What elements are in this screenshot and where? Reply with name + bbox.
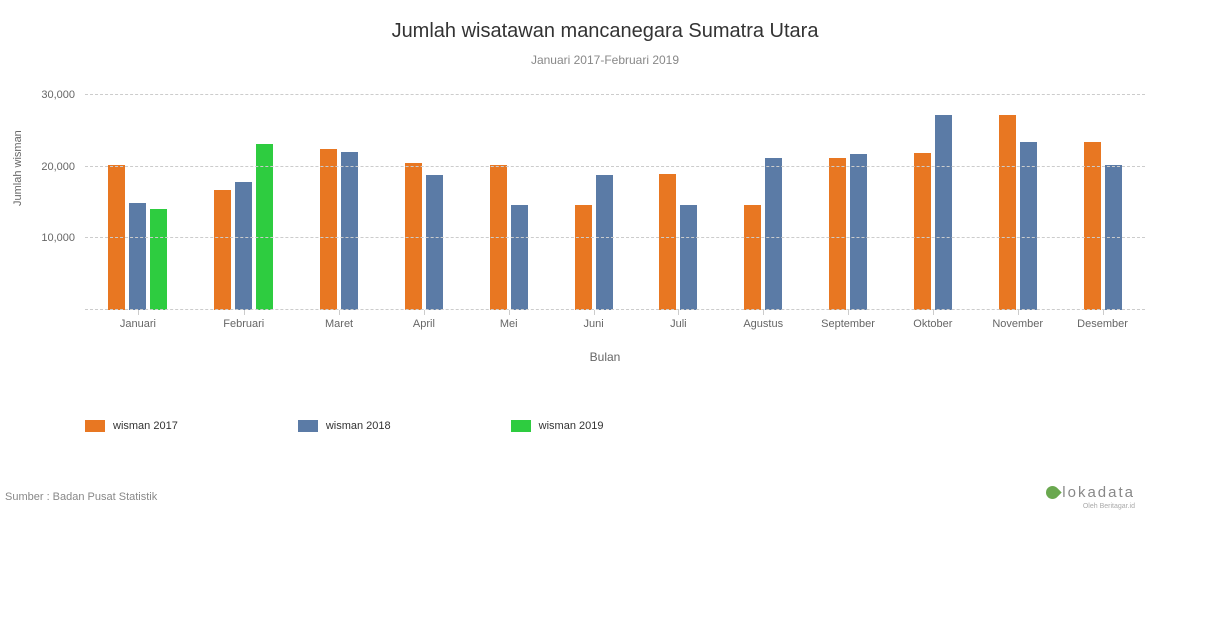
bar	[999, 115, 1016, 310]
bar	[935, 115, 952, 310]
bar	[235, 182, 252, 310]
tick-mark	[1018, 310, 1019, 315]
bar	[659, 174, 676, 310]
x-axis-title: Bulan	[590, 350, 621, 364]
logo: lokadata Oleh Beritagar.id	[1046, 484, 1135, 510]
legend-swatch	[298, 420, 318, 432]
tick-mark	[424, 310, 425, 315]
bar	[575, 205, 592, 310]
tick-mark	[244, 310, 245, 315]
bar	[914, 153, 931, 310]
x-tick-label: Maret	[325, 318, 353, 330]
month-group: Januari	[108, 95, 167, 310]
legend-item: wisman 2018	[298, 420, 391, 432]
bar	[426, 175, 443, 310]
legend-label: wisman 2019	[539, 420, 604, 432]
bar	[511, 205, 528, 310]
tick-mark	[1103, 310, 1104, 315]
grid-line	[85, 237, 1145, 238]
bar	[341, 152, 358, 310]
logo-text: lokadata	[1062, 484, 1135, 501]
month-group: Februari	[214, 95, 273, 310]
month-group: September	[829, 95, 867, 310]
grid-line	[85, 94, 1145, 95]
legend-swatch	[85, 420, 105, 432]
bars-container: Januari Februari Maret April Mei Juni Juli Agus…	[85, 95, 1145, 310]
bar	[680, 205, 697, 310]
legend-label: wisman 2018	[326, 420, 391, 432]
month-group: Mei	[490, 95, 528, 310]
bar	[129, 203, 146, 311]
month-group: Juni	[575, 95, 613, 310]
x-tick-label: November	[992, 318, 1043, 330]
chart-title: Jumlah wisatawan mancanegara Sumatra Uta…	[0, 0, 1210, 43]
x-tick-label: Mei	[500, 318, 518, 330]
tick-mark	[594, 310, 595, 315]
leaf-icon	[1044, 483, 1062, 501]
month-group: Agustus	[744, 95, 782, 310]
chart-subtitle: Januari 2017-Februari 2019	[0, 53, 1210, 67]
bar	[1084, 142, 1101, 310]
x-tick-label: Juni	[583, 318, 603, 330]
tick-mark	[138, 310, 139, 315]
y-axis-title: Jumlah wisman	[12, 130, 24, 206]
y-tick-label: 20,000	[41, 161, 75, 173]
tick-mark	[933, 310, 934, 315]
source-text: Sumber : Badan Pusat Statistik	[5, 491, 157, 503]
tick-mark	[763, 310, 764, 315]
tick-mark	[339, 310, 340, 315]
month-group: Oktober	[914, 95, 952, 310]
legend-label: wisman 2017	[113, 420, 178, 432]
bar	[765, 158, 782, 310]
logo-subtext: Oleh Beritagar.id	[1083, 503, 1135, 510]
tick-mark	[678, 310, 679, 315]
month-group: Maret	[320, 95, 358, 310]
x-tick-label: Desember	[1077, 318, 1128, 330]
x-tick-label: Oktober	[913, 318, 952, 330]
x-tick-label: Agustus	[743, 318, 783, 330]
legend-swatch	[511, 420, 531, 432]
bar	[744, 205, 761, 310]
legend-item: wisman 2017	[85, 420, 178, 432]
x-tick-label: Februari	[223, 318, 264, 330]
tick-mark	[848, 310, 849, 315]
legend-item: wisman 2019	[511, 420, 604, 432]
bar	[596, 175, 613, 310]
x-tick-label: Juli	[670, 318, 687, 330]
bar	[829, 158, 846, 310]
bar	[214, 190, 231, 310]
month-group: Juli	[659, 95, 697, 310]
grid-line	[85, 309, 1145, 310]
grid-line	[85, 166, 1145, 167]
month-group: November	[999, 95, 1037, 310]
month-group: Desember	[1084, 95, 1122, 310]
y-tick-label: 10,000	[41, 232, 75, 244]
bar	[320, 149, 337, 310]
bar	[256, 144, 273, 310]
x-tick-label: April	[413, 318, 435, 330]
x-tick-label: September	[821, 318, 875, 330]
bar	[850, 154, 867, 310]
bar	[150, 209, 167, 310]
legend: wisman 2017 wisman 2018 wisman 2019	[85, 420, 603, 432]
y-tick-label: 30,000	[41, 89, 75, 101]
tick-mark	[509, 310, 510, 315]
logo-main: lokadata	[1046, 484, 1135, 501]
bar	[1020, 142, 1037, 310]
month-group: April	[405, 95, 443, 310]
chart-plot-area: Januari Februari Maret April Mei Juni Juli Agus…	[85, 95, 1145, 310]
x-tick-label: Januari	[120, 318, 156, 330]
